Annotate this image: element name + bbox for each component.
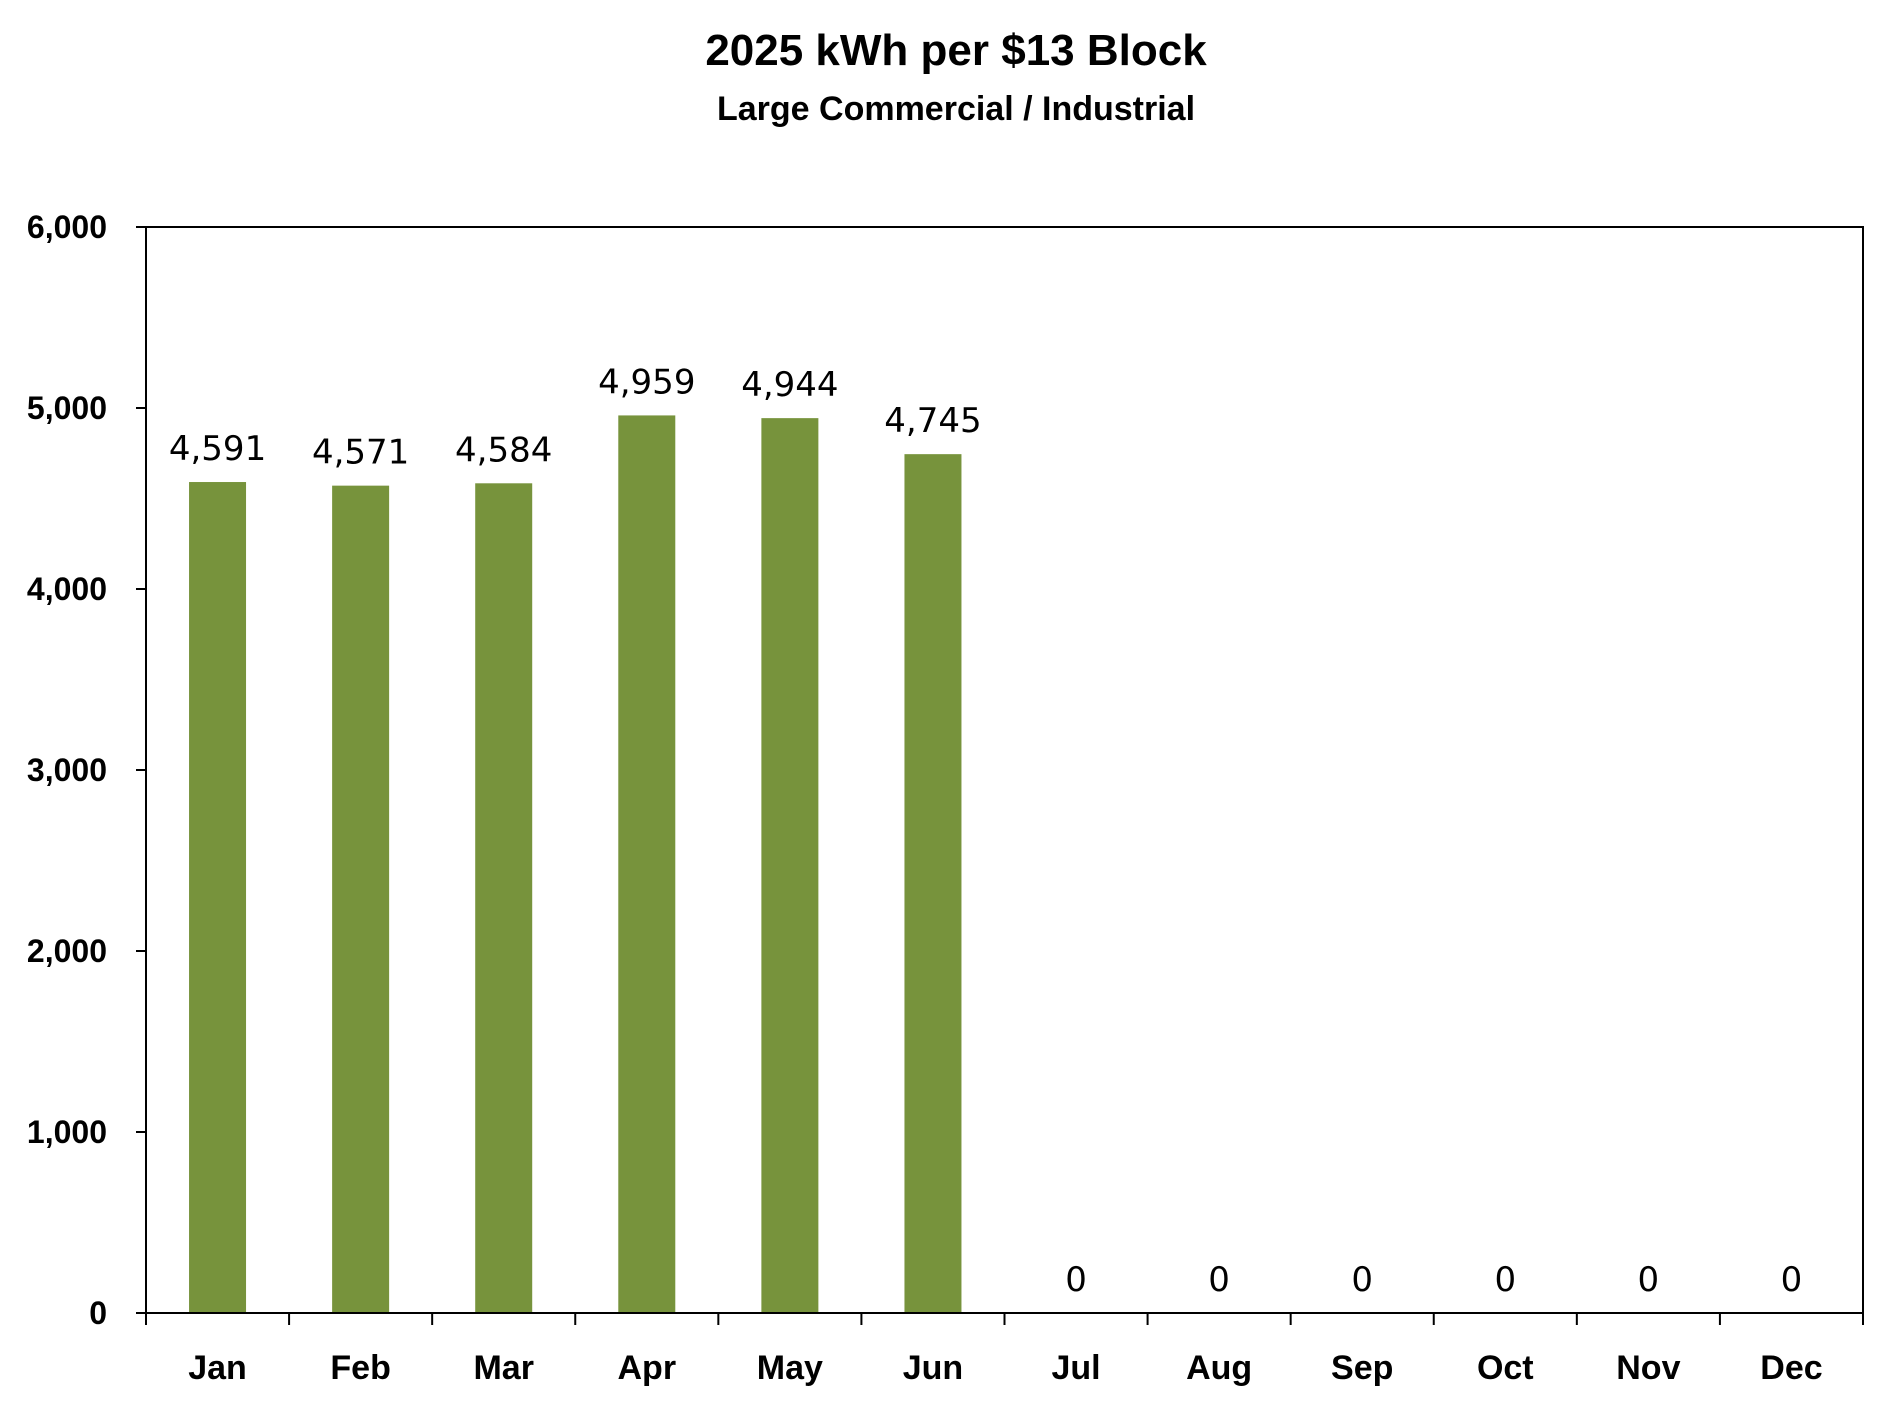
y-tick-label: 0	[89, 1295, 107, 1331]
data-label: 0	[1638, 1260, 1660, 1300]
data-label: 0	[1065, 1260, 1087, 1300]
y-tick-label: 6,000	[27, 209, 107, 245]
data-label: 4,571	[312, 433, 409, 473]
bar	[475, 483, 533, 1313]
data-label: 4,944	[741, 365, 838, 405]
y-tick-label: 1,000	[27, 1114, 107, 1150]
x-axis: Jan Feb Mar Apr May Jun Jul Aug Sep Oct Nov Dec	[145, 1312, 1864, 1387]
chart-subtitle: Large Commercial / Industrial	[717, 90, 1195, 128]
y-tick-label: 3,000	[27, 752, 107, 788]
data-label: 4,959	[598, 362, 695, 402]
data-label: 0	[1781, 1260, 1803, 1300]
x-tick-label: Nov	[1616, 1349, 1680, 1387]
x-tick-label: Mar	[473, 1349, 533, 1387]
x-tick-label: Apr	[618, 1349, 677, 1387]
bar	[904, 454, 962, 1313]
bar	[189, 482, 247, 1313]
data-label: 4,745	[884, 401, 981, 441]
y-axis: 0 1,000 2,000 3,000 4,000 5,000 6,000	[27, 209, 147, 1331]
data-label: 0	[1208, 1260, 1230, 1300]
bar	[332, 485, 390, 1313]
chart-title: 2025 kWh per $13 Block	[705, 26, 1207, 75]
x-tick-label: Jul	[1051, 1349, 1100, 1387]
data-label: 0	[1351, 1260, 1373, 1300]
x-tick-label: Oct	[1477, 1349, 1534, 1387]
bar	[618, 415, 676, 1313]
data-label: 4,584	[455, 430, 552, 470]
data-labels: 4,591 4,571 4,584 4,959 4,944 4,745 0 0 0 0 0 0	[169, 362, 1802, 1300]
bar	[761, 418, 819, 1313]
x-tick-label: Dec	[1760, 1349, 1822, 1387]
data-label: 0	[1494, 1260, 1516, 1300]
x-tick-label: May	[757, 1349, 823, 1387]
y-tick-label: 4,000	[27, 571, 107, 607]
x-tick-label: Feb	[330, 1349, 390, 1387]
x-tick-label: Jan	[188, 1349, 247, 1387]
x-tick-label: Jun	[903, 1349, 963, 1387]
x-tick-label: Sep	[1331, 1349, 1393, 1387]
y-tick-label: 2,000	[27, 933, 107, 969]
data-label: 4,591	[169, 429, 266, 469]
bars	[189, 415, 962, 1313]
y-tick-label: 5,000	[27, 390, 107, 426]
plot-area-frame	[145, 226, 1864, 1314]
x-tick-label: Aug	[1186, 1349, 1252, 1387]
